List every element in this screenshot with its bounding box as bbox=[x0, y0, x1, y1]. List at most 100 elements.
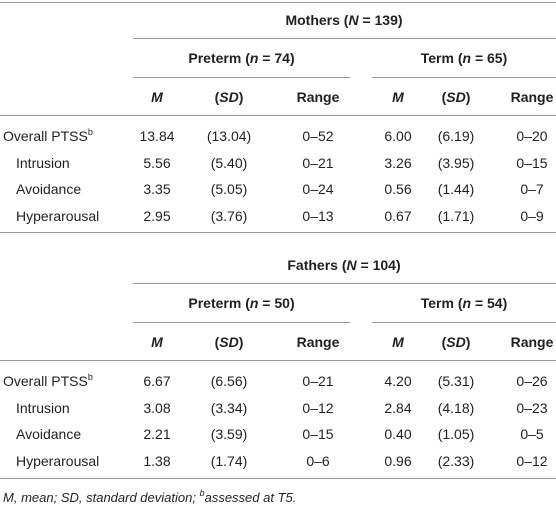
text-run: N bbox=[348, 12, 359, 28]
cell-value: 0–20 bbox=[516, 128, 548, 144]
group-header: Term (n = 65) bbox=[421, 50, 508, 66]
column-header: M bbox=[151, 334, 163, 350]
text-run: Term ( bbox=[420, 50, 463, 66]
row-label: Hyperarousal bbox=[16, 453, 99, 469]
cell-value: 0–12 bbox=[302, 399, 334, 416]
text-run: Overall PTSS bbox=[3, 373, 88, 389]
cell-value: 2.84 bbox=[384, 399, 412, 416]
cell-value: 0–5 bbox=[520, 426, 544, 443]
cell-value: 3.26 bbox=[384, 154, 412, 171]
text-run: n bbox=[462, 295, 472, 311]
cell-value: 2.95 bbox=[143, 208, 171, 225]
cell-value: 0–21 bbox=[302, 373, 334, 389]
text-run: SD bbox=[219, 89, 239, 105]
cell-value: (6.56) bbox=[210, 373, 248, 389]
column-header: M bbox=[392, 334, 404, 350]
text-run: M bbox=[392, 89, 404, 105]
cell-value: (1.44) bbox=[437, 181, 475, 198]
text-run: Avoidance bbox=[16, 181, 82, 198]
cell-value: 0–21 bbox=[302, 154, 334, 171]
text-run: n bbox=[249, 50, 259, 66]
text-run: M bbox=[3, 490, 14, 505]
cell-value: (3.76) bbox=[210, 208, 248, 225]
text-run: Hyperarousal bbox=[16, 208, 100, 225]
text-run: Intrusion bbox=[16, 154, 70, 171]
cell-value: 3.35 bbox=[143, 181, 171, 198]
cell-value: (5.31) bbox=[437, 373, 475, 389]
text-run: Term ( bbox=[420, 295, 463, 311]
text-run: , standard deviation; bbox=[78, 490, 200, 505]
cell-value: (13.04) bbox=[206, 128, 252, 144]
text-run: ( bbox=[441, 334, 447, 350]
row-label: Intrusion bbox=[16, 155, 70, 171]
cell-value: (1.74) bbox=[210, 453, 248, 470]
rule bbox=[133, 322, 350, 323]
cell-value: 0.40 bbox=[384, 426, 412, 443]
row-label: Avoidance bbox=[16, 426, 81, 442]
rule bbox=[133, 283, 556, 284]
rule bbox=[0, 2, 556, 3]
text-run: M bbox=[151, 334, 163, 350]
section-title: Fathers (N = 104) bbox=[287, 257, 400, 273]
text-run: M bbox=[392, 334, 404, 350]
rule bbox=[372, 77, 556, 78]
text-run: SD bbox=[219, 334, 239, 350]
cell-value: (3.59) bbox=[210, 426, 248, 443]
rule bbox=[0, 360, 556, 361]
text-run: ( bbox=[214, 89, 220, 105]
cell-value: 0–7 bbox=[520, 181, 544, 198]
text-run: ( bbox=[214, 334, 220, 350]
text-run: N bbox=[346, 257, 357, 273]
text-run: ) bbox=[238, 89, 244, 105]
text-run: = 104) bbox=[356, 257, 401, 273]
row-label: Overall PTSSb bbox=[3, 373, 93, 390]
column-header: Range bbox=[297, 334, 340, 350]
text-run: ) bbox=[465, 89, 471, 105]
text-run: Hyperarousal bbox=[16, 453, 100, 470]
cell-value: 0.67 bbox=[384, 208, 412, 225]
text-run: Preterm ( bbox=[188, 50, 250, 66]
cell-value: 1.38 bbox=[143, 453, 171, 470]
text-run: Range bbox=[510, 89, 554, 105]
text-run: Range bbox=[510, 334, 554, 350]
text-run: M bbox=[151, 89, 163, 105]
text-run: SD bbox=[60, 490, 79, 505]
text-run: Preterm ( bbox=[188, 295, 250, 311]
column-header: Range bbox=[511, 89, 554, 105]
cell-value: 0–9 bbox=[520, 208, 544, 225]
text-run: ) bbox=[465, 334, 471, 350]
text-run: Range bbox=[296, 334, 340, 350]
rule bbox=[133, 38, 556, 39]
cell-value: 4.20 bbox=[384, 373, 412, 389]
cell-value: 0–23 bbox=[516, 399, 548, 416]
cell-value: (2.33) bbox=[437, 453, 475, 470]
column-header: M bbox=[151, 89, 163, 105]
column-header: Range bbox=[511, 334, 554, 350]
cell-value: 0–26 bbox=[516, 373, 548, 389]
column-header: M bbox=[392, 89, 404, 105]
cell-value: (4.18) bbox=[437, 399, 475, 416]
row-label: Hyperarousal bbox=[16, 208, 99, 224]
cell-value: 0–15 bbox=[516, 154, 548, 171]
text-run: = 50) bbox=[258, 295, 295, 311]
cell-value: (6.19) bbox=[437, 128, 475, 144]
text-run: SD bbox=[446, 89, 466, 105]
column-header: (SD) bbox=[215, 334, 244, 350]
text-run: Overall PTSS bbox=[3, 128, 88, 144]
cell-value: 0–15 bbox=[302, 426, 334, 443]
text-run: = 65) bbox=[471, 50, 508, 66]
text-run: = 74) bbox=[258, 50, 295, 66]
text-run: SD bbox=[446, 334, 466, 350]
cell-value: 0.96 bbox=[384, 453, 412, 470]
cell-value: 6.00 bbox=[384, 128, 412, 144]
cell-value: 5.56 bbox=[143, 154, 171, 171]
rule bbox=[133, 77, 350, 78]
column-header: Range bbox=[297, 89, 340, 105]
cell-value: 6.67 bbox=[143, 373, 171, 389]
text-run: b bbox=[199, 488, 205, 498]
cell-value: 0–12 bbox=[516, 453, 548, 470]
column-header: (SD) bbox=[442, 89, 471, 105]
cell-value: 0–6 bbox=[306, 453, 330, 470]
footnote: M, mean; SD, standard deviation; bassess… bbox=[3, 488, 296, 506]
